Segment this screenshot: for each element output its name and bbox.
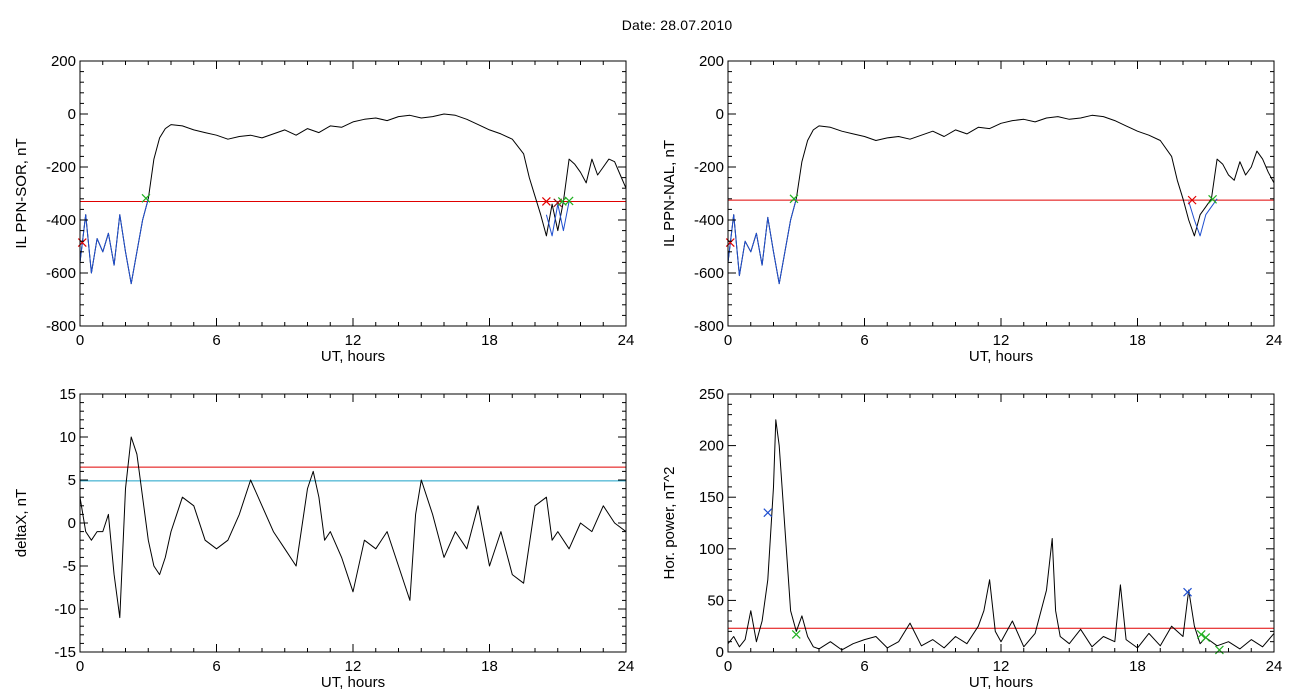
marker-1: [789, 194, 799, 204]
y-tick-label: 10: [59, 429, 76, 446]
x-tick-label: 12: [345, 332, 362, 349]
series-line-0: [728, 419, 1274, 651]
x-axis-label: UT, hours: [321, 674, 385, 691]
panel-top-right: 0 6 12 18 24 -800 -600 -400 -200 0 200 UT, hours IL …: [661, 53, 1282, 365]
x-tick-label: 6: [212, 332, 220, 349]
marker-1: [791, 630, 801, 639]
marker-4: [557, 197, 567, 206]
series-line-1: [728, 198, 797, 285]
marker-2: [1187, 195, 1197, 205]
y-tick-label: -15: [54, 644, 76, 661]
plot-frame: [727, 60, 1275, 327]
x-tick-label: 12: [993, 332, 1010, 349]
y-tick-label: -200: [694, 159, 724, 176]
x-tick-label: 0: [724, 332, 732, 349]
x-tick-label: 6: [860, 658, 868, 675]
y-tick-label: 5: [68, 472, 76, 489]
y-tick-label: 50: [707, 592, 724, 609]
y-tick-label: 15: [59, 386, 76, 403]
marker-3: [1196, 630, 1206, 639]
x-tick-label: 0: [76, 332, 84, 349]
marker-5: [564, 196, 574, 206]
y-tick-label: 100: [699, 541, 724, 558]
marker-5: [1214, 645, 1224, 655]
marker-4: [1201, 633, 1211, 642]
marker-3: [1208, 194, 1217, 204]
x-tick-label: 24: [618, 332, 635, 349]
x-axis-label: UT, hours: [321, 348, 385, 365]
x-tick-label: 24: [618, 658, 635, 675]
panel-top-left: 0 6 12 18 24 -800 -600 -400 -200 0 200 UT, hours IL …: [13, 53, 634, 365]
x-axis-label: UT, hours: [969, 674, 1033, 691]
y-tick-label: -400: [46, 212, 76, 229]
series-line-2: [1188, 198, 1218, 237]
y-axis-label: IL PPN-NAL, nT: [661, 140, 678, 247]
y-tick-label: 200: [51, 53, 76, 70]
y-tick-label: 0: [716, 106, 724, 123]
series-line-0: [80, 436, 626, 619]
y-axis-label: deltaX, nT: [13, 489, 30, 557]
marker-1: [141, 193, 151, 203]
panel-bottom-left: 0 6 12 18 24 -15 -10 -5 0 5 10 15 UT, hours deltaX, n…: [13, 386, 634, 691]
y-tick-label: 150: [699, 489, 724, 506]
series-line-2: [545, 201, 570, 237]
x-tick-label: 0: [76, 658, 84, 675]
x-tick-label: 24: [1266, 332, 1283, 349]
series-line-1: [80, 198, 149, 285]
plot-frame: [79, 60, 627, 327]
marker-0: [763, 508, 773, 518]
y-axis-label: Hor. power, nT^2: [661, 467, 678, 580]
x-tick-label: 18: [481, 658, 498, 675]
plot-frame: [79, 393, 627, 653]
y-tick-label: 200: [699, 438, 724, 455]
page-title: Date: 28.07.2010: [621, 17, 733, 33]
y-tick-label: -600: [46, 265, 76, 282]
x-tick-label: 18: [1129, 332, 1146, 349]
x-tick-label: 12: [993, 658, 1010, 675]
y-tick-label: -200: [46, 159, 76, 176]
x-tick-label: 6: [212, 658, 220, 675]
x-tick-label: 24: [1266, 658, 1283, 675]
y-tick-label: -400: [694, 212, 724, 229]
x-tick-label: 12: [345, 658, 362, 675]
y-tick-label: 0: [68, 515, 76, 532]
y-tick-label: 0: [68, 106, 76, 123]
y-tick-label: 0: [716, 644, 724, 661]
x-tick-label: 18: [481, 332, 498, 349]
panel-bottom-right: 0 6 12 18 24 0 50 100 150 200 250 UT, hours Hor. pow…: [661, 386, 1282, 691]
y-tick-label: -5: [63, 558, 76, 575]
y-axis-label: IL PPN-SOR, nT: [13, 138, 30, 248]
y-tick-label: 250: [699, 386, 724, 403]
x-tick-label: 0: [724, 658, 732, 675]
y-tick-label: -600: [694, 265, 724, 282]
x-axis-label: UT, hours: [969, 348, 1033, 365]
y-tick-label: -800: [46, 318, 76, 335]
y-tick-label: -800: [694, 318, 724, 335]
marker-2: [541, 197, 551, 206]
marker-2: [1183, 587, 1192, 597]
y-tick-label: -10: [54, 601, 76, 618]
y-tick-label: 200: [699, 53, 724, 70]
x-tick-label: 6: [860, 332, 868, 349]
x-tick-label: 18: [1129, 658, 1146, 675]
